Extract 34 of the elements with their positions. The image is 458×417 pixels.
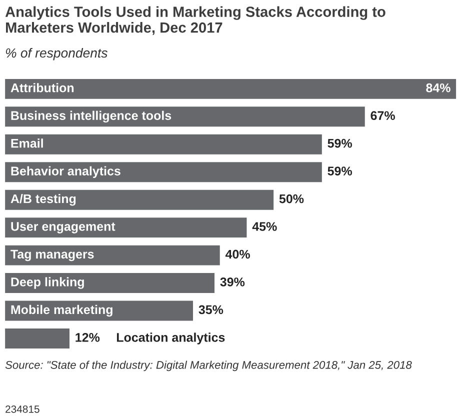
y-tick-label: Business intelligence tools	[11, 110, 172, 123]
chart-title: Analytics Tools Used in Marketing Stacks According to Marketers Worldwide, Dec 2017	[5, 6, 386, 35]
bar	[5, 78, 456, 99]
bar	[5, 273, 214, 294]
y-tick-label: Deep linking	[11, 277, 84, 289]
bar	[5, 218, 247, 238]
bar	[5, 245, 220, 266]
data-label: 12%	[76, 333, 100, 342]
data-label: 45%	[252, 222, 277, 231]
data-label: 84%	[426, 83, 450, 92]
y-tick-label: A/B testing	[10, 194, 76, 206]
y-tick-label: Attribution	[10, 83, 74, 92]
y-tick-label: Tag managers	[10, 250, 94, 262]
data-label: 59%	[328, 138, 352, 148]
y-tick-label: Behavior analytics	[11, 166, 120, 178]
data-label: 59%	[328, 166, 352, 176]
chart-subtitle: % of respondents	[6, 48, 108, 60]
data-label: 50%	[279, 194, 304, 204]
data-label: 39%	[220, 278, 245, 286]
bar	[5, 190, 274, 210]
y-tick-label: User engagement	[11, 222, 116, 234]
y-tick-label: Email	[11, 138, 43, 148]
source-note: Source: "State of the Industry: Digital Marketing Measurement 2018," Jan 25, 2018	[5, 360, 412, 372]
data-label: 67%	[370, 111, 395, 120]
bar	[5, 106, 365, 127]
bar	[5, 162, 322, 182]
y-tick-label: Location analytics	[116, 332, 225, 344]
data-label: 40%	[225, 250, 250, 259]
y-tick-label: Mobile marketing	[11, 304, 112, 317]
bar	[5, 134, 322, 154]
bar	[5, 328, 70, 348]
text: 234815	[6, 405, 40, 413]
data-label: 35%	[198, 305, 224, 314]
bar	[5, 300, 194, 321]
